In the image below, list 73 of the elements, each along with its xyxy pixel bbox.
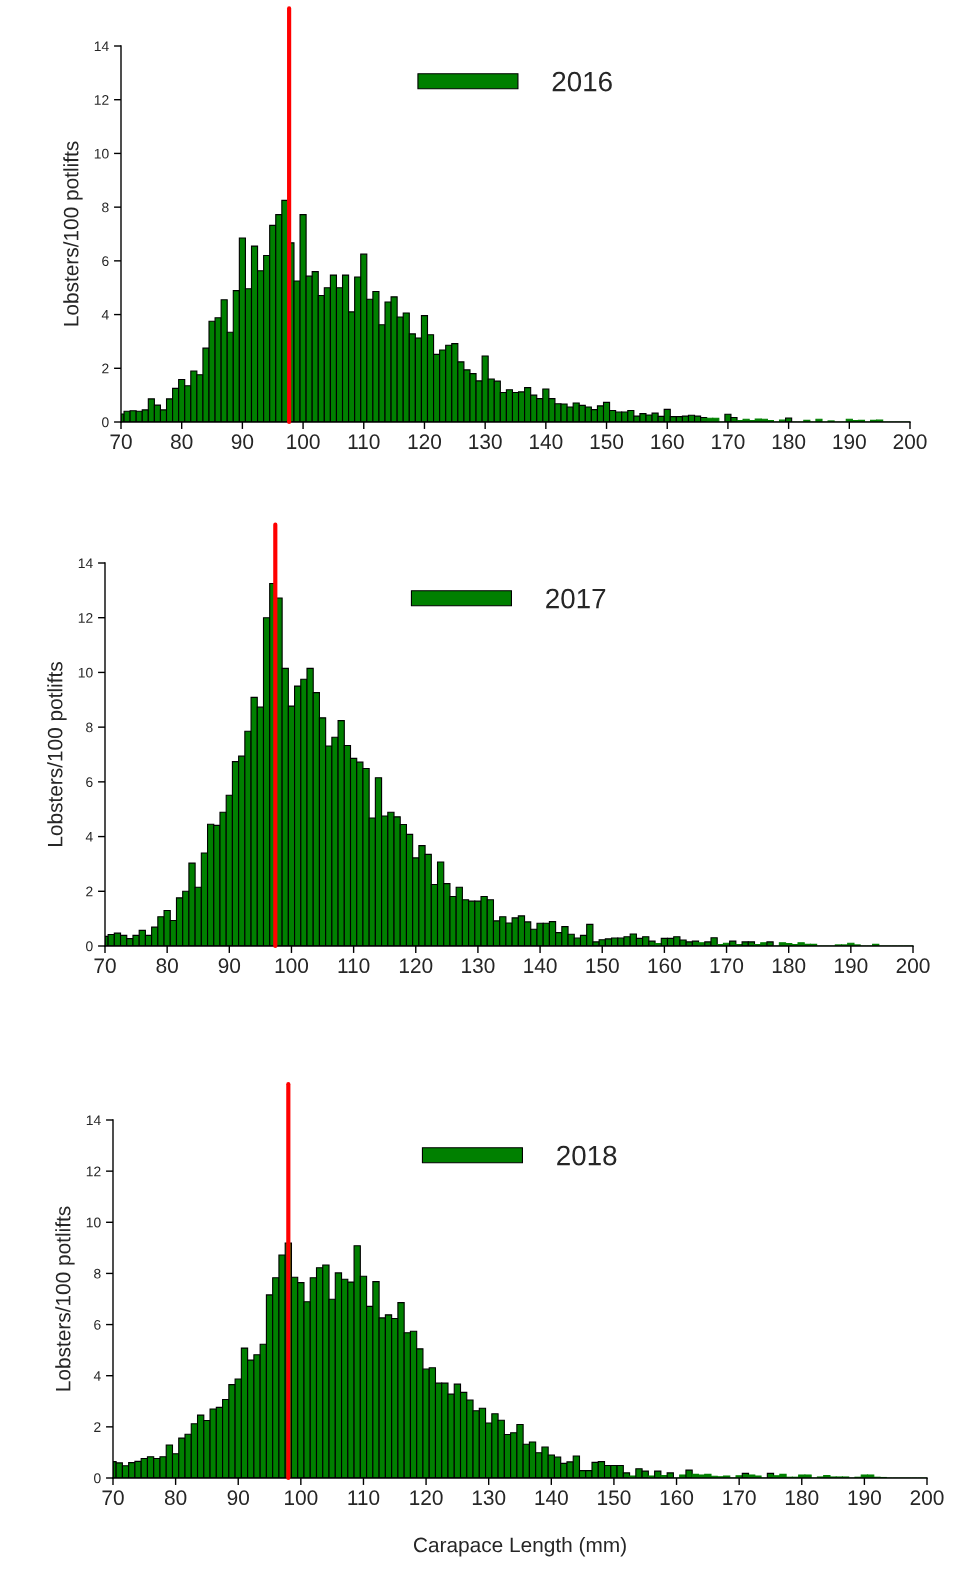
x-tick-label: 120	[410, 1490, 443, 1506]
legend-label: 2017	[546, 588, 606, 609]
y-tick-label: 10	[94, 148, 109, 159]
x-tick-label: 190	[835, 958, 868, 974]
x-tick-label: 130	[469, 434, 502, 450]
y-tick-label: 6	[102, 256, 109, 267]
y-tick-label: 0	[86, 941, 93, 952]
y-tick-label: 6	[86, 777, 93, 788]
x-tick-label: 110	[338, 958, 370, 974]
x-tick-label: 90	[231, 434, 254, 450]
y-tick-label: 10	[78, 667, 93, 678]
x-tick-label: 140	[535, 1490, 568, 1506]
x-tick-label: 160	[660, 1490, 694, 1506]
x-tick-label: 180	[785, 1490, 819, 1506]
y-tick-label: 4	[93, 1371, 101, 1381]
x-tick-label: 140	[524, 958, 557, 974]
x-tick-label: 100	[285, 1490, 318, 1506]
x-tick-label: 80	[171, 434, 193, 450]
x-tick-label: 200	[893, 434, 927, 450]
x-tick-label: 170	[710, 958, 744, 974]
x-tick-label: 80	[164, 1490, 187, 1506]
y-tick-label: 12	[86, 1166, 101, 1177]
x-tick-label: 120	[399, 958, 433, 974]
x-tick-label: 130	[472, 1490, 506, 1506]
y-tick-label: 0	[94, 1473, 101, 1484]
y-tick-label: 2	[94, 1422, 101, 1432]
x-tick-label: 180	[772, 958, 806, 974]
y-tick-label: 12	[78, 613, 93, 623]
y-tick-label: 2	[86, 886, 93, 897]
y-tick-label: 14	[94, 41, 109, 52]
y-tick-label: 14	[86, 1115, 101, 1126]
y-tick-label: 4	[85, 832, 93, 842]
x-tick-label: 160	[651, 434, 684, 450]
y-axis-title: Lobsters/100 potlifts	[47, 662, 67, 847]
x-tick-label: 190	[833, 434, 866, 450]
x-tick-label: 160	[648, 958, 681, 974]
x-tick-label: 200	[910, 1490, 944, 1506]
x-tick-label: 140	[530, 434, 563, 450]
x-tick-label: 170	[712, 434, 745, 450]
x-tick-label: 100	[275, 958, 309, 974]
x-tick-label: 110	[348, 434, 380, 450]
x-tick-label: 90	[218, 958, 241, 974]
x-tick-label: 150	[586, 958, 619, 974]
x-tick-label: 180	[772, 434, 806, 450]
legend-label: 2018	[557, 1145, 617, 1166]
y-axis-title: Lobsters/100 potlifts	[55, 1206, 75, 1391]
y-tick-label: 4	[101, 310, 109, 320]
y-tick-label: 6	[94, 1319, 101, 1330]
y-tick-label: 8	[94, 1268, 101, 1279]
y-axis-title: Lobsters/100 potlifts	[63, 141, 83, 326]
x-tick-label: 70	[110, 434, 132, 450]
x-tick-label: 70	[102, 1490, 124, 1506]
x-tick-label: 190	[848, 1490, 881, 1506]
x-tick-label: 130	[462, 958, 495, 974]
y-tick-label: 0	[102, 417, 109, 428]
y-tick-label: 14	[78, 558, 93, 569]
y-tick-label: 2	[102, 363, 109, 374]
x-tick-label: 150	[598, 1490, 631, 1506]
y-tick-label: 8	[102, 202, 109, 213]
x-tick-label: 200	[896, 958, 930, 974]
x-tick-label: 90	[227, 1490, 249, 1506]
x-axis-title: Carapace Length (mm)	[413, 1537, 626, 1557]
x-tick-label: 100	[287, 434, 320, 450]
y-tick-label: 12	[94, 95, 109, 105]
x-tick-label: 150	[590, 434, 624, 450]
legend-label: 2016	[552, 71, 612, 92]
x-tick-label: 80	[156, 958, 178, 974]
x-tick-label: 70	[94, 958, 116, 974]
x-tick-label: 110	[348, 1490, 380, 1506]
y-tick-label: 10	[86, 1217, 101, 1228]
x-tick-label: 170	[723, 1490, 756, 1506]
y-tick-label: 8	[86, 722, 93, 733]
x-tick-label: 120	[408, 434, 442, 450]
